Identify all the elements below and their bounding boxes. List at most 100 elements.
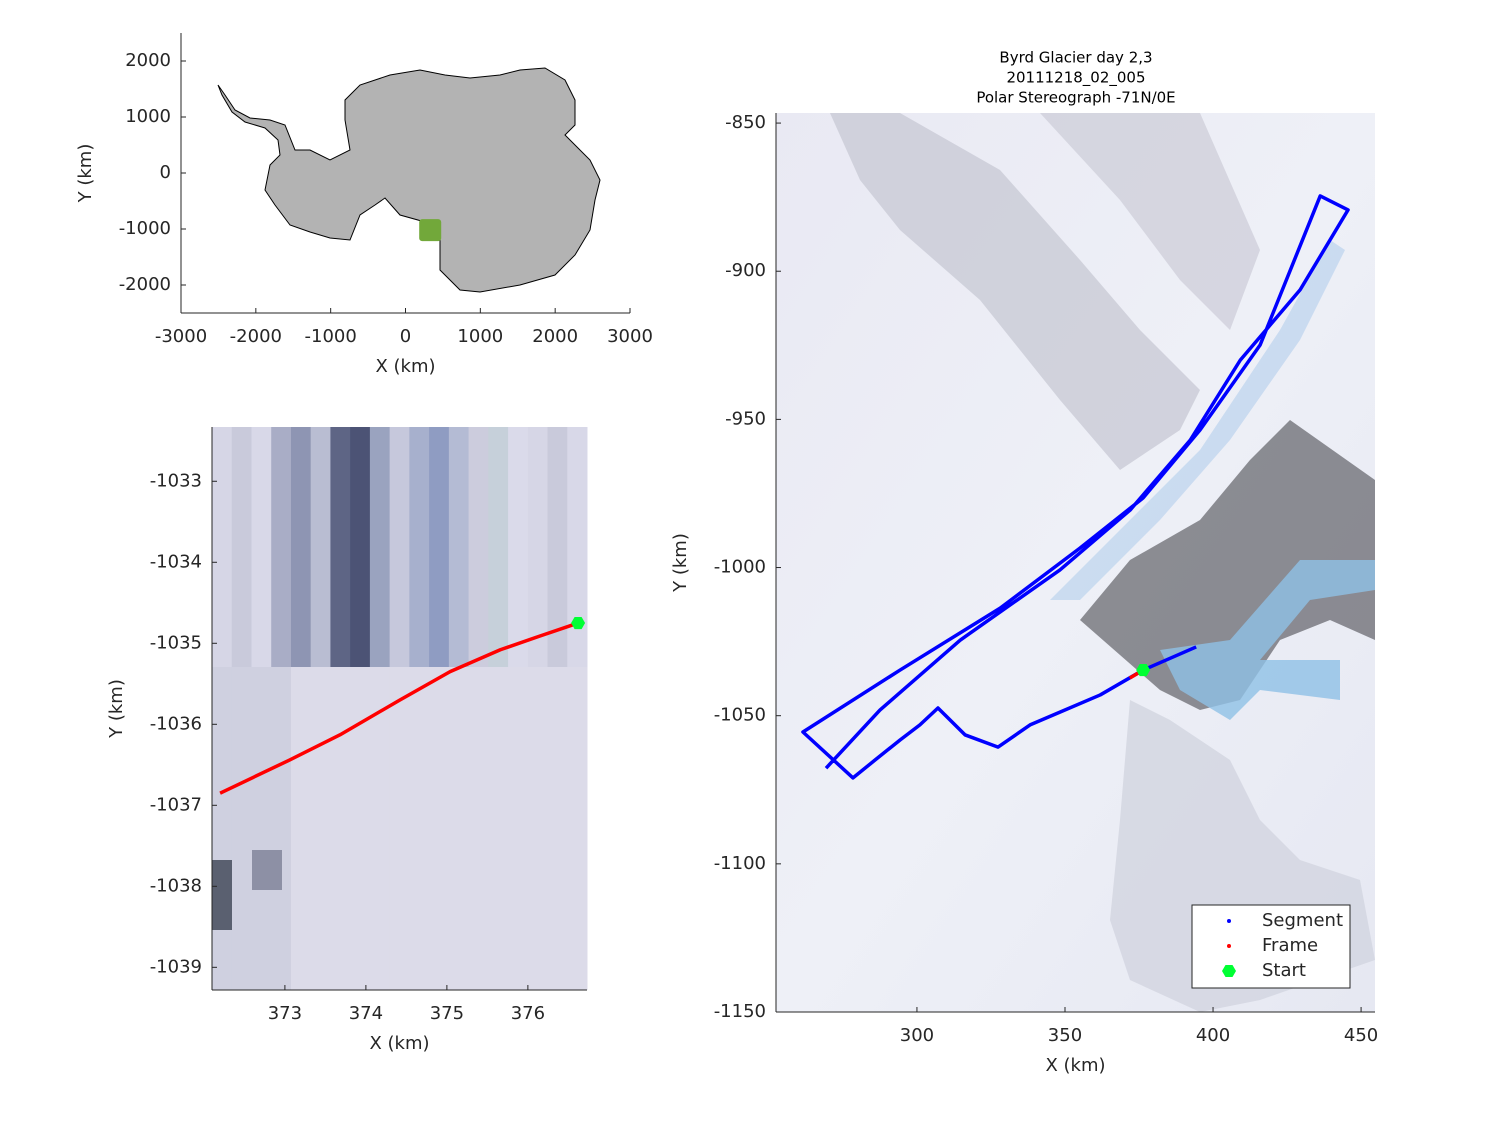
image-column [271, 667, 292, 990]
marker [1222, 964, 1236, 978]
image-column [251, 667, 272, 990]
x-tick-label: 3000 [607, 326, 653, 347]
image-column [290, 667, 312, 990]
image-column [527, 667, 549, 990]
image-column [310, 427, 331, 667]
legend-box [1191, 904, 1351, 989]
image-tiles [212, 427, 588, 990]
x-axis-label: X (km) [375, 356, 435, 377]
y-tick-label: -1150 [714, 1001, 766, 1022]
image-column [330, 667, 351, 990]
image-column [508, 427, 529, 667]
chart-3-title: Byrd Glacier day 2,3 20111218_02_005 Pol… [976, 49, 1175, 107]
antarctica-outline [217, 67, 601, 293]
y-axis-label: Y (km) [670, 533, 691, 593]
x-tick-label: 300 [900, 1025, 934, 1046]
y-tick-label: -850 [725, 112, 766, 133]
image-tile [252, 850, 282, 890]
x-tick-label: 375 [430, 1003, 464, 1024]
marker [1227, 919, 1231, 923]
series-line [801, 194, 1350, 780]
image-column [350, 667, 371, 990]
y-tick-label: -950 [725, 408, 766, 429]
image-column [468, 667, 489, 990]
marker [1227, 944, 1231, 948]
image-column [369, 427, 391, 667]
y-tick-label: -1000 [119, 218, 171, 239]
image-column [231, 667, 252, 990]
x-tick-label: 350 [1048, 1025, 1082, 1046]
image-column [448, 427, 470, 667]
image-column [310, 667, 331, 990]
title-line: Byrd Glacier day 2,3 [999, 49, 1152, 67]
y-tick-label: -1033 [150, 470, 202, 491]
image-column [429, 427, 450, 667]
y-tick-label: 0 [160, 162, 171, 183]
y-tick-label: -1034 [150, 551, 202, 572]
y-tick-label: -1050 [714, 705, 766, 726]
image-column [429, 667, 450, 990]
legend-label: Start [1262, 960, 1306, 981]
image-column [547, 427, 568, 667]
marker [571, 616, 586, 630]
marker [419, 219, 442, 242]
image-column [369, 667, 391, 990]
x-tick-label: 0 [400, 326, 411, 347]
y-tick-label: -1038 [150, 875, 202, 896]
y-tick-label: 1000 [125, 106, 171, 127]
legend-label: Frame [1262, 935, 1318, 956]
y-axis-label: Y (km) [75, 144, 96, 204]
x-tick-label: 400 [1196, 1025, 1230, 1046]
y-tick-label: 2000 [125, 50, 171, 71]
x-tick-label: 374 [349, 1003, 383, 1024]
x-tick-label: 450 [1344, 1025, 1378, 1046]
image-column [448, 667, 470, 990]
marker [1136, 663, 1151, 677]
image-column [547, 667, 568, 990]
image-column [350, 427, 371, 667]
satellite-image [776, 113, 1375, 1012]
x-tick-label: -3000 [155, 326, 207, 347]
image-column [409, 667, 430, 990]
x-tick-label: 2000 [532, 326, 578, 347]
title-line: Polar Stereograph -71N/0E [976, 89, 1175, 107]
x-tick-label: 373 [268, 1003, 302, 1024]
x-tick-label: -2000 [230, 326, 282, 347]
image-column [527, 427, 549, 667]
x-tick-label: 376 [511, 1003, 545, 1024]
y-tick-label: -1037 [150, 794, 202, 815]
x-axis-label: X (km) [369, 1033, 429, 1054]
image-column [290, 427, 312, 667]
y-tick-label: -1036 [150, 713, 202, 734]
image-column [389, 427, 410, 667]
legend-label: Segment [1262, 910, 1343, 931]
image-column [212, 427, 233, 667]
x-tick-label: 1000 [457, 326, 503, 347]
image-column [251, 427, 272, 667]
image-column [330, 427, 351, 667]
x-axis-label: X (km) [1045, 1055, 1105, 1076]
image-column [468, 427, 489, 667]
series-line [219, 621, 579, 795]
x-tick-label: -1000 [305, 326, 357, 347]
image-column [271, 427, 292, 667]
image-column [488, 667, 509, 990]
image-column [488, 427, 509, 667]
y-tick-label: -1039 [150, 956, 202, 977]
image-column [409, 427, 430, 667]
image-column [567, 667, 588, 990]
image-column [212, 667, 233, 990]
image-column [508, 667, 529, 990]
y-tick-label: -1035 [150, 632, 202, 653]
y-tick-label: -1100 [714, 853, 766, 874]
title-line: 20111218_02_005 [1006, 69, 1145, 88]
y-tick-label: -900 [725, 260, 766, 281]
y-tick-label: -2000 [119, 274, 171, 295]
y-axis-label: Y (km) [106, 679, 127, 739]
y-tick-label: -1000 [714, 557, 766, 578]
image-column [389, 667, 410, 990]
image-tile [212, 860, 232, 930]
image-column [231, 427, 252, 667]
image-column [567, 427, 588, 667]
